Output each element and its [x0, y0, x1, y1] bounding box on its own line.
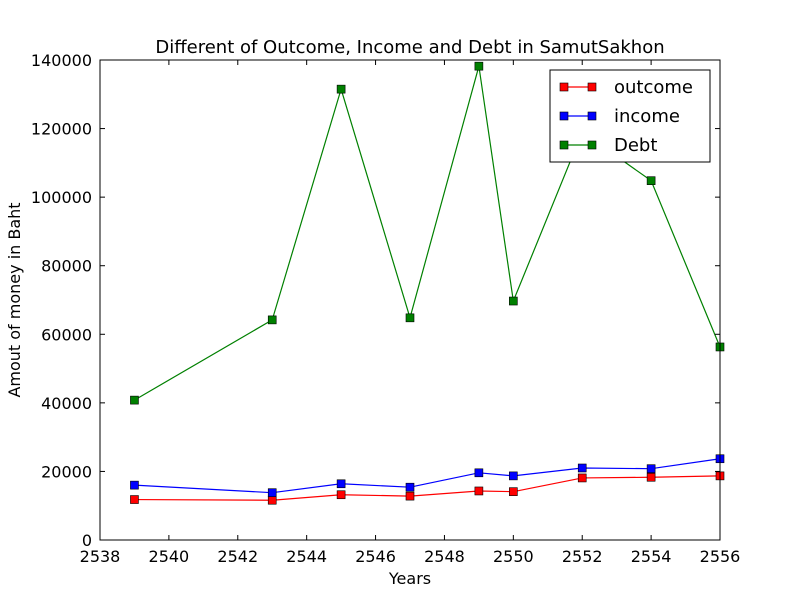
legend-marker-outcome	[559, 82, 569, 92]
x-tick-label: 2544	[286, 547, 327, 566]
data-point-income	[130, 480, 139, 490]
data-point-outcome	[577, 473, 587, 483]
y-tick-label: 0	[82, 531, 92, 550]
x-tick-label: 2556	[700, 547, 741, 566]
data-point-outcome	[267, 495, 277, 505]
legend-label-debt: Debt	[614, 135, 657, 156]
y-tick-label: 100000	[31, 188, 92, 207]
data-point-income	[577, 463, 587, 473]
data-point-outcome	[130, 495, 139, 504]
data-point-debt	[474, 61, 484, 71]
x-tick-label: 2542	[217, 547, 258, 566]
data-point-debt	[336, 84, 346, 94]
data-point-income	[267, 488, 277, 497]
data-point-debt	[509, 296, 518, 306]
x-tick-label: 2540	[149, 547, 190, 566]
data-point-debt	[405, 313, 415, 323]
data-point-income	[509, 471, 518, 481]
legend-marker-debt	[587, 140, 597, 150]
data-point-debt	[646, 176, 656, 185]
data-point-outcome	[405, 491, 415, 501]
chart-title: Different of Outcome, Income and Debt in…	[155, 37, 664, 58]
x-tick-label: 2554	[631, 547, 672, 566]
x-axis-label: Years	[388, 569, 431, 588]
legend-label-income: income	[614, 106, 680, 127]
data-point-income	[646, 464, 656, 473]
y-tick-label: 40000	[41, 394, 92, 413]
data-point-income	[474, 468, 484, 478]
y-tick-label: 140000	[31, 51, 92, 70]
y-tick-label: 80000	[41, 257, 92, 276]
plot-frame	[99, 59, 721, 541]
y-tick-label: 120000	[31, 120, 92, 139]
legend: outcome income Debt	[549, 69, 711, 163]
legend-marker-debt	[559, 140, 569, 150]
x-tick-label: 2548	[424, 547, 465, 566]
data-point-outcome	[336, 490, 346, 500]
y-tick-label: 60000	[41, 325, 92, 344]
series-line-income	[134, 458, 721, 494]
data-point-income	[405, 482, 415, 492]
x-tick-label: 2546	[355, 547, 396, 566]
x-tick-label: 2550	[493, 547, 534, 566]
data-point-income	[336, 479, 346, 489]
legend-label-outcome: outcome	[614, 77, 693, 98]
data-point-outcome	[509, 487, 518, 496]
data-point-debt	[130, 395, 139, 405]
legend-marker-income	[559, 111, 569, 121]
data-point-outcome	[474, 486, 484, 496]
y-axis-label: Amout of money in Baht	[5, 202, 24, 397]
series-line-outcome	[134, 475, 721, 501]
x-tick-label: 2538	[80, 547, 121, 566]
x-tick-label: 2552	[562, 547, 603, 566]
legend-marker-income	[587, 111, 597, 121]
y-tick-label: 20000	[41, 462, 92, 481]
data-point-outcome	[646, 472, 656, 482]
data-point-debt	[267, 315, 277, 325]
legend-marker-outcome	[587, 82, 597, 92]
